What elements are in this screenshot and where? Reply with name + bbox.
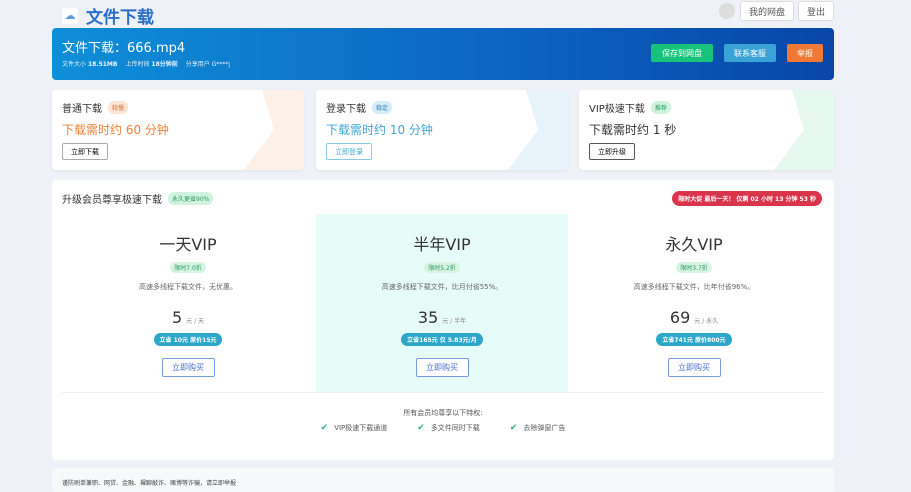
vip-title: 升级会员尊享极速下载 [62, 195, 162, 206]
perks: 所有会员均尊享以下特权: ✔ VIP极速下载通道 ✔ 多文件同时下载 ✔ 去除弹窗广告 [52, 408, 834, 433]
size-label: 文件大小 [62, 61, 87, 68]
plan-savings: 立省 10元 原价15元 [153, 333, 223, 346]
logo-text: 文件下载 [86, 8, 154, 28]
plan-unit: 元 / 永久 [694, 318, 719, 325]
divider [62, 392, 824, 393]
plan-unit: 元 / 半年 [442, 318, 467, 325]
file-meta: 文件大小 18.51MB 上传时间 18分钟前 分享用户 G****j [62, 59, 230, 68]
upgrade-button[interactable]: 立即升级 [589, 143, 635, 160]
plan-name: 半年VIP [413, 235, 471, 254]
contact-support-button[interactable]: 联系客服 [724, 44, 776, 62]
buy-button[interactable]: 立即购买 [415, 358, 469, 377]
plan-desc: 高速多线程下载文件，比月付省55%。 [381, 283, 503, 291]
countdown-badge: 限时大促 最后一天！ 仅剩 02 小时 13 分钟 53 秒 [672, 191, 822, 206]
file-title: 文件下载：666.mp4 [62, 41, 186, 56]
login-download-card: 登录下载 稳定 下载需时约 10 分钟 立即登录 [316, 90, 568, 170]
logo[interactable]: ☁ 文件下载 [62, 3, 154, 28]
perks-title: 所有会员均尊享以下特权: [403, 409, 483, 417]
check-icon: ✔ [417, 423, 425, 433]
card-tag: 推荐 [650, 101, 671, 114]
perk-label: 多文件同时下载 [430, 424, 480, 432]
card-title: VIP极速下载 [589, 104, 645, 115]
login-button[interactable]: 立即登录 [326, 143, 372, 160]
plan-discount: 限时3.7折 [676, 262, 712, 273]
plan-price: 69 [669, 308, 691, 327]
file-banner: 文件下载：666.mp4 文件大小 18.51MB 上传时间 18分钟前 分享用… [52, 28, 834, 80]
save-to-disk-button[interactable]: 保存到网盘 [651, 44, 713, 62]
avatar[interactable] [719, 3, 735, 19]
fraud-notice: 谨防刷单兼职、网贷、金融、裸聊敲诈、赌博等诈骗，请立即举报 [52, 468, 834, 492]
plan-price: 5 [171, 308, 183, 327]
sharer-label: 分享用户 [185, 61, 210, 68]
perk-item: ✔ VIP极速下载通道 [321, 423, 388, 433]
plan-permanent: 永久VIP 限时3.7折 高速多线程下载文件，比年付省96%。 69 元 / 永久… [568, 214, 820, 392]
plan-discount: 限时7.0折 [170, 262, 206, 273]
report-button[interactable]: 举报 [787, 44, 823, 62]
plan-name: 永久VIP [665, 235, 723, 254]
plan-desc: 高速多线程下载文件，比年付省96%。 [633, 283, 755, 291]
perk-label: VIP极速下载通道 [334, 424, 388, 432]
upload-time: 18分钟前 [151, 61, 178, 68]
vip-download-card: VIP极速下载 推荐 下载需时约 1 秒 立即升级 [579, 90, 834, 170]
plan-price: 35 [417, 308, 439, 327]
download-time: 下载需时约 1 秒 [589, 123, 677, 137]
download-now-button[interactable]: 立即下载 [62, 143, 108, 160]
perk-item: ✔ 去除弹窗广告 [510, 423, 566, 433]
sharer: G****j [211, 61, 231, 68]
plan-half-year: 半年VIP 限时5.2折 高速多线程下载文件，比月付省55%。 35 元 / 半年… [316, 214, 568, 392]
card-title: 登录下载 [326, 104, 366, 115]
plan-unit: 元 / 天 [186, 318, 205, 325]
file-size: 18.51MB [87, 61, 118, 68]
vip-panel: 升级会员尊享极速下载 永久更省90% 限时大促 最后一天！ 仅剩 02 小时 13… [52, 180, 834, 460]
cloud-icon: ☁ [62, 7, 78, 24]
upload-label: 上传时间 [125, 61, 150, 68]
normal-download-card: 普通下载 较慢 下载需时约 60 分钟 立即下载 [52, 90, 304, 170]
plan-name: 一天VIP [159, 235, 217, 254]
check-icon: ✔ [509, 423, 518, 433]
plan-savings: 立省741元 原价800元 [656, 333, 732, 346]
logout-button[interactable]: 登出 [798, 1, 834, 21]
my-disk-button[interactable]: 我的网盘 [740, 1, 794, 21]
check-icon: ✔ [320, 423, 329, 433]
perk-label: 去除弹窗广告 [523, 424, 566, 432]
plan-discount: 限时5.2折 [424, 262, 460, 273]
plan-desc: 高速多线程下载文件，无优惠。 [139, 283, 237, 291]
card-tag: 稳定 [372, 101, 393, 114]
buy-button[interactable]: 立即购买 [667, 358, 721, 377]
card-title: 普通下载 [62, 104, 102, 115]
buy-button[interactable]: 立即购买 [161, 358, 215, 377]
vip-badge: 永久更省90% [168, 192, 214, 205]
perk-item: ✔ 多文件同时下载 [417, 423, 480, 433]
card-tag: 较慢 [108, 101, 129, 114]
plan-savings: 立省165元 仅 5.83元/月 [401, 333, 483, 346]
download-time: 下载需时约 10 分钟 [326, 123, 433, 137]
download-time: 下载需时约 60 分钟 [62, 123, 169, 137]
